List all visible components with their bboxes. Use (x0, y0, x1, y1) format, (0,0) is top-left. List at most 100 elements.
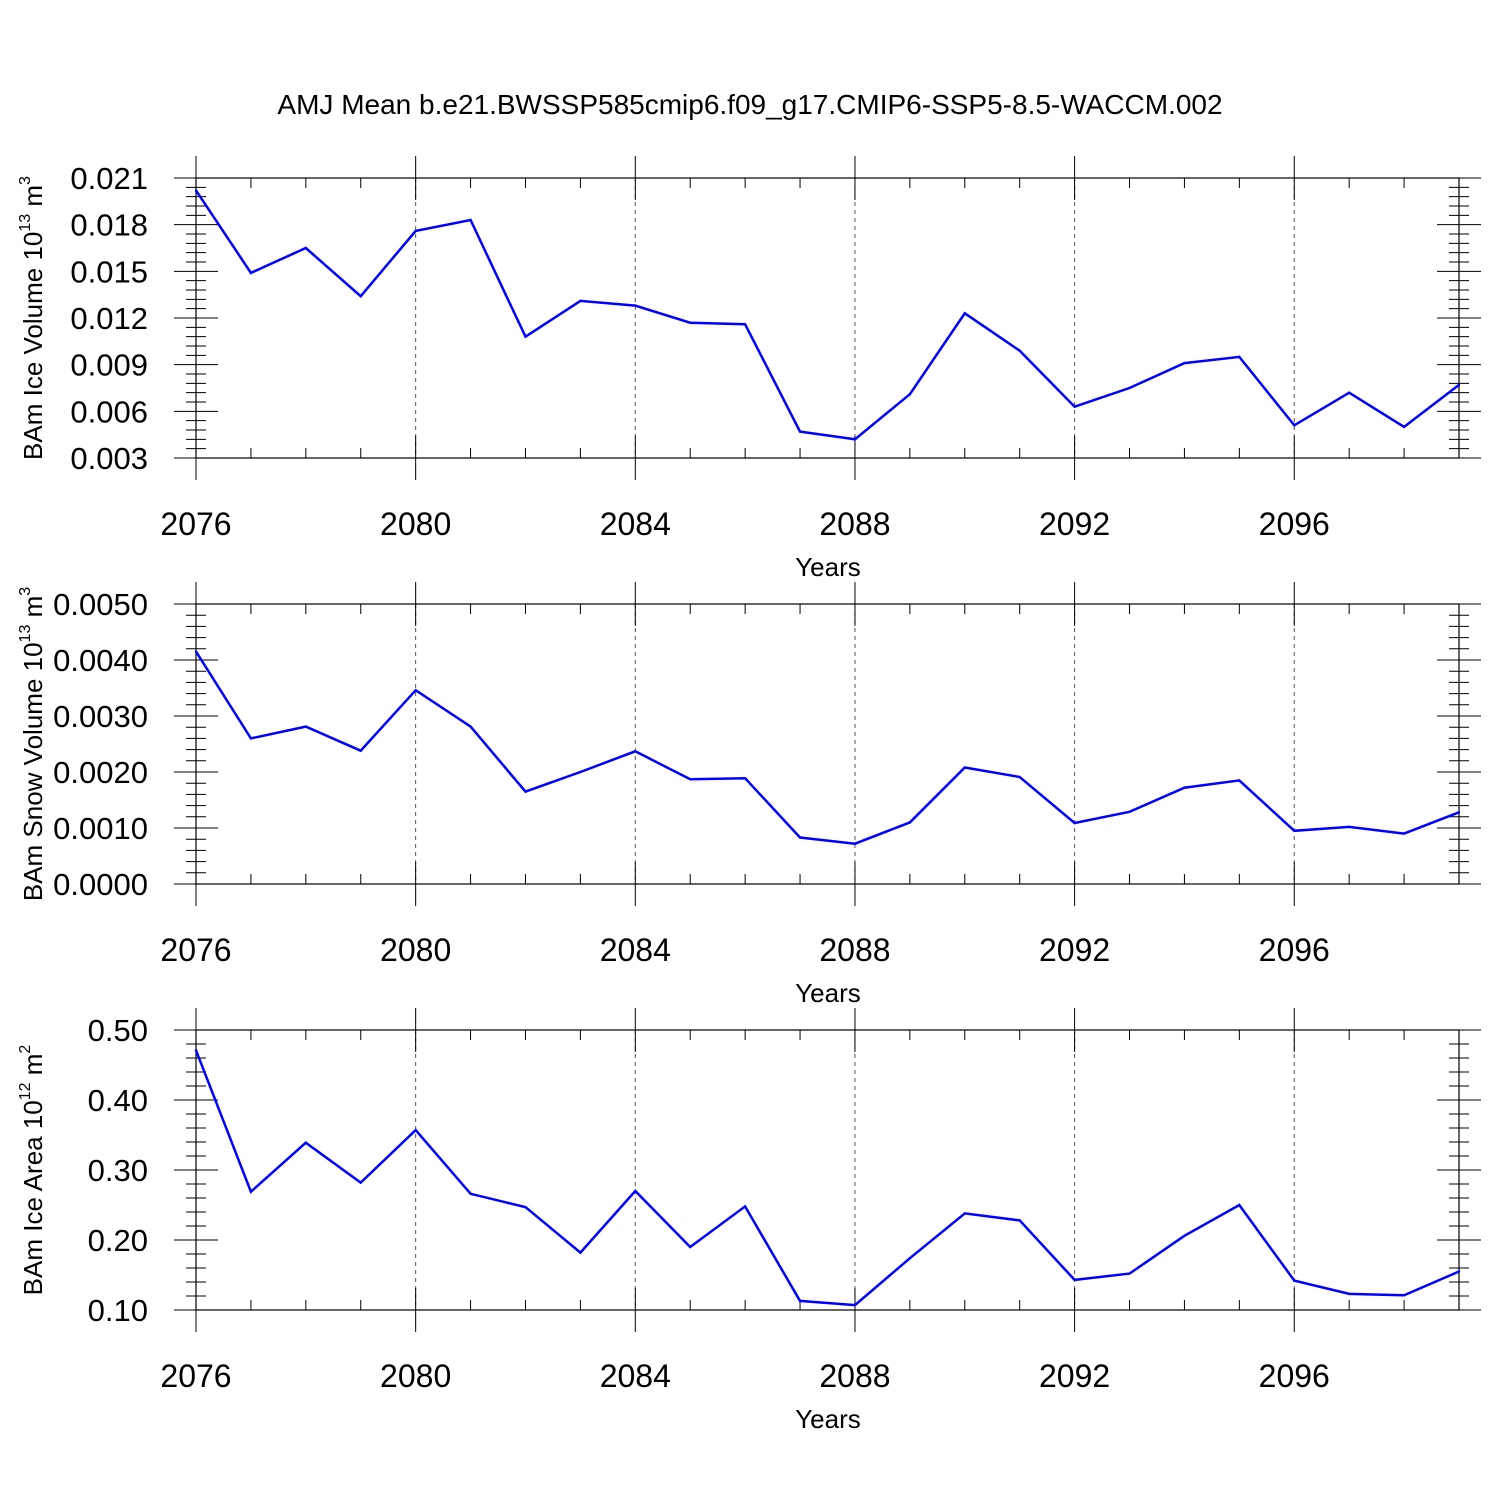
x-tick-label: 2092 (1039, 932, 1110, 968)
data-point (1073, 1278, 1076, 1282)
data-point (1128, 1272, 1131, 1275)
data-point (194, 650, 198, 653)
data-point (1018, 1219, 1021, 1222)
data-point (963, 312, 966, 315)
data-point (853, 842, 857, 845)
x-tick-label: 2092 (1039, 1358, 1110, 1394)
y-tick-label: 0.015 (70, 254, 148, 289)
data-point (1128, 810, 1131, 813)
data-point (194, 1049, 198, 1052)
data-point (689, 321, 692, 324)
data-point (1402, 832, 1406, 835)
chart-panel-1: 0.003 0.006 0.009 0.012 0.015 0.018 0.021 2076 2… (17, 156, 1481, 582)
y-tick-label: 0.30 (88, 1153, 148, 1188)
data-point (963, 1212, 966, 1215)
x-tick-label: 2080 (380, 1358, 451, 1394)
data-point (469, 218, 472, 222)
chart-panels: 0.003 0.006 0.009 0.012 0.015 0.018 0.021 2076 2… (17, 156, 1481, 1434)
data-point (249, 737, 253, 740)
data-point (1073, 821, 1076, 825)
data-point (908, 821, 912, 824)
data-point (853, 438, 857, 441)
data-point (1128, 386, 1131, 390)
figure-title: AMJ Mean b.e21.BWSSP585cmip6.f09_g17.CMI… (277, 89, 1222, 120)
data-point (853, 1303, 857, 1307)
y-tick-label: 0.20 (88, 1223, 148, 1258)
y-tick-label: 0.012 (70, 301, 148, 336)
x-tick-label: 2092 (1039, 506, 1110, 542)
x-axis-label: Years (795, 552, 861, 582)
y-tick-label: 0.009 (70, 348, 148, 383)
data-point (1238, 355, 1241, 359)
x-tick-label: 2080 (380, 932, 451, 968)
series-line (194, 1049, 1460, 1307)
data-point (524, 1205, 527, 1209)
y-tick-label: 0.40 (88, 1083, 148, 1118)
x-tick-label: 2088 (819, 932, 890, 968)
data-point (414, 689, 417, 692)
x-tick-label: 2076 (160, 506, 231, 542)
x-tick-label: 2084 (600, 932, 671, 968)
y-tick-label: 0.0030 (53, 699, 148, 734)
y-tick-label: 0.006 (70, 394, 148, 429)
x-tick-label: 2096 (1259, 932, 1330, 968)
data-point (469, 725, 472, 728)
data-point (1402, 1294, 1406, 1297)
data-point (1457, 383, 1461, 387)
data-point (1293, 829, 1296, 832)
data-point (304, 725, 308, 728)
data-point (634, 304, 637, 307)
y-tick-label: 0.003 (70, 441, 148, 476)
series-line (194, 189, 1460, 441)
data-point (1293, 424, 1296, 427)
y-tick-label: 0.0040 (53, 643, 148, 678)
x-tick-label: 2084 (600, 506, 671, 542)
data-point (634, 750, 637, 753)
data-point (579, 299, 582, 303)
data-point (414, 229, 417, 233)
data-point (1238, 1203, 1241, 1207)
data-point (689, 778, 692, 781)
data-point (1018, 775, 1021, 779)
data-point (743, 776, 747, 780)
data-point (798, 836, 802, 839)
data-point (524, 335, 527, 338)
data-point (249, 1190, 253, 1193)
y-axis-label: BAm Snow Volume 1013 m3 (17, 587, 48, 901)
x-tick-label: 2088 (819, 1358, 890, 1394)
x-axis-label: Years (795, 978, 861, 1008)
data-point (1402, 425, 1406, 429)
y-tick-label: 0.0010 (53, 811, 148, 846)
y-tick-label: 0.018 (70, 208, 148, 243)
x-tick-label: 2076 (160, 1358, 231, 1394)
x-tick-label: 2096 (1259, 1358, 1330, 1394)
x-tick-label: 2088 (819, 506, 890, 542)
data-point (1238, 779, 1241, 782)
data-point (304, 246, 308, 250)
x-tick-label: 2096 (1259, 506, 1330, 542)
y-axis-label: BAm Ice Area 1012 m2 (17, 1045, 48, 1296)
y-tick-label: 0.0000 (53, 867, 148, 902)
plot-frame (195, 603, 1460, 885)
y-tick-label: 0.10 (88, 1293, 148, 1328)
data-point (798, 430, 802, 433)
series-line (194, 650, 1460, 845)
data-point (1347, 391, 1351, 394)
data-point (414, 1128, 417, 1132)
data-point (634, 1189, 637, 1193)
data-point (963, 766, 966, 769)
data-point (908, 393, 912, 396)
plot-frame (195, 177, 1460, 459)
data-point (1347, 825, 1351, 829)
x-axis-label: Years (795, 1404, 861, 1434)
data-point (743, 323, 747, 326)
data-point (1183, 786, 1186, 789)
data-point (798, 1299, 802, 1303)
chart-panel-3: 0.10 0.20 0.30 0.40 0.50 2076 2080 2084 2088 2092… (17, 1008, 1481, 1434)
data-point (304, 1141, 308, 1144)
data-point (908, 1257, 912, 1260)
y-tick-label: 0.50 (88, 1013, 148, 1048)
data-point (194, 189, 198, 192)
data-point (249, 271, 253, 275)
